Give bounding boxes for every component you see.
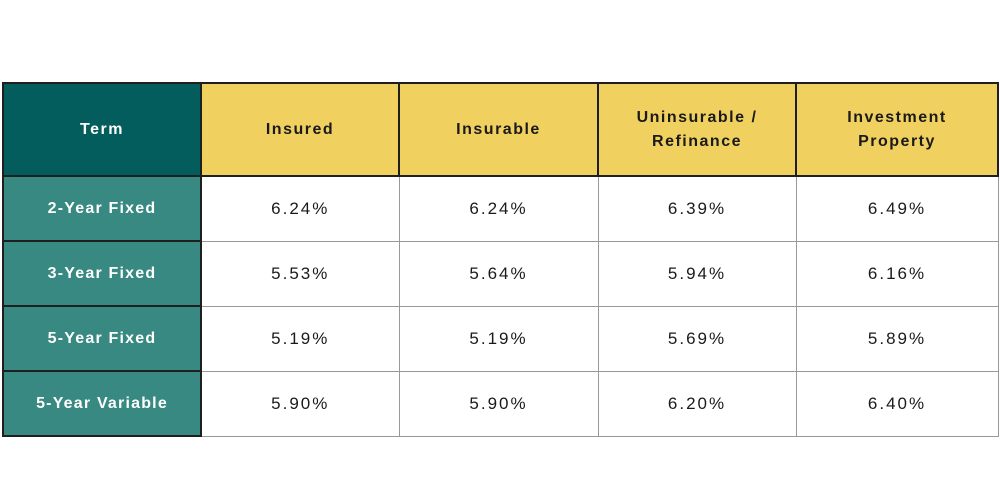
rate-cell: 5.53% [200,240,400,307]
table-row: 2-Year Fixed 6.24% 6.24% 6.39% 6.49% [2,175,999,242]
rate-cell: 5.89% [795,305,999,372]
rate-cell: 6.40% [795,370,999,437]
row-term-label: 2-Year Fixed [2,175,202,242]
rate-cell: 6.24% [200,175,400,242]
mortgage-rates-table: Term Insured Insurable Uninsurable / Ref… [2,82,999,437]
rate-cell: 5.69% [597,305,797,372]
column-header-insured: Insured [200,82,400,177]
rate-cell: 6.20% [597,370,797,437]
rate-cell: 6.24% [398,175,599,242]
rate-cell: 6.16% [795,240,999,307]
table-header-row: Term Insured Insurable Uninsurable / Ref… [2,82,999,177]
rate-cell: 5.94% [597,240,797,307]
row-term-label: 3-Year Fixed [2,240,202,307]
column-header-investment-property: Investment Property [795,82,999,177]
rate-cell: 6.49% [795,175,999,242]
row-term-label: 5-Year Variable [2,370,202,437]
rate-cell: 6.39% [597,175,797,242]
table-row: 3-Year Fixed 5.53% 5.64% 5.94% 6.16% [2,240,999,307]
rate-cell: 5.19% [200,305,400,372]
rate-cell: 5.19% [398,305,599,372]
rate-cell: 5.64% [398,240,599,307]
column-header-uninsurable-refinance: Uninsurable / Refinance [597,82,797,177]
table-row: 5-Year Fixed 5.19% 5.19% 5.69% 5.89% [2,305,999,372]
row-term-label: 5-Year Fixed [2,305,202,372]
table-row: 5-Year Variable 5.90% 5.90% 6.20% 6.40% [2,370,999,437]
rate-cell: 5.90% [200,370,400,437]
column-header-term: Term [2,82,202,177]
column-header-insurable: Insurable [398,82,599,177]
rate-cell: 5.90% [398,370,599,437]
